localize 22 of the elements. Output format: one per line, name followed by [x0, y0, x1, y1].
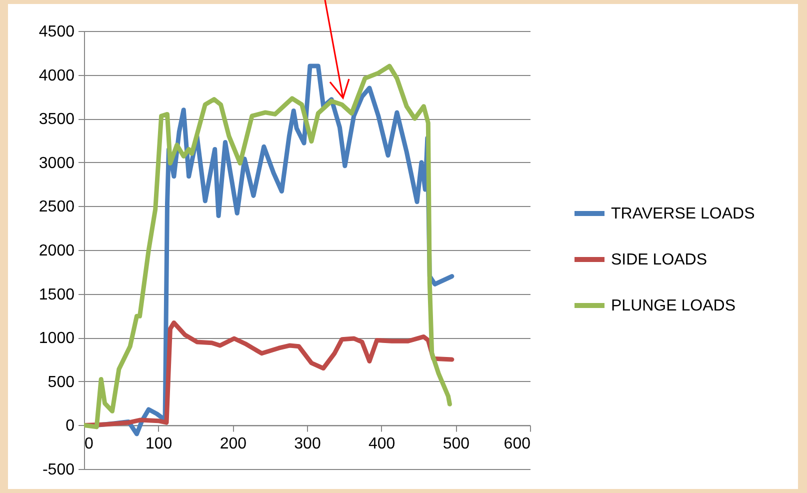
line-series: [84, 320, 454, 428]
y-tick-label: -500: [42, 462, 75, 478]
y-tick-label: 500: [48, 374, 75, 391]
y-tick-label: 1500: [38, 286, 75, 304]
legend-label: PLUNGE LOADS: [611, 298, 736, 314]
y-tick-label: 3500: [38, 111, 75, 128]
x-tick-label: 600: [504, 436, 531, 453]
y-tick-label: 1000: [38, 330, 75, 348]
x-tick-label: 100: [145, 436, 172, 453]
y-tick-label: 2500: [38, 198, 75, 216]
x-tick-label: 0: [84, 436, 94, 453]
y-tick-label: 4000: [38, 67, 75, 84]
x-tick-label: 300: [294, 436, 321, 453]
x-tick-label: 400: [368, 436, 396, 453]
x-tick-label: 200: [220, 436, 247, 453]
y-tick-label: 0: [66, 418, 75, 435]
y-tick-label: 3000: [38, 154, 75, 172]
y-tick-label: 2000: [38, 242, 75, 260]
y-tick-label: 4500: [38, 24, 75, 40]
legend-label: SIDE LOADS: [611, 252, 708, 268]
legend-label: TRAVERSE LOADS: [611, 206, 755, 222]
x-tick-label: 500: [442, 436, 470, 453]
